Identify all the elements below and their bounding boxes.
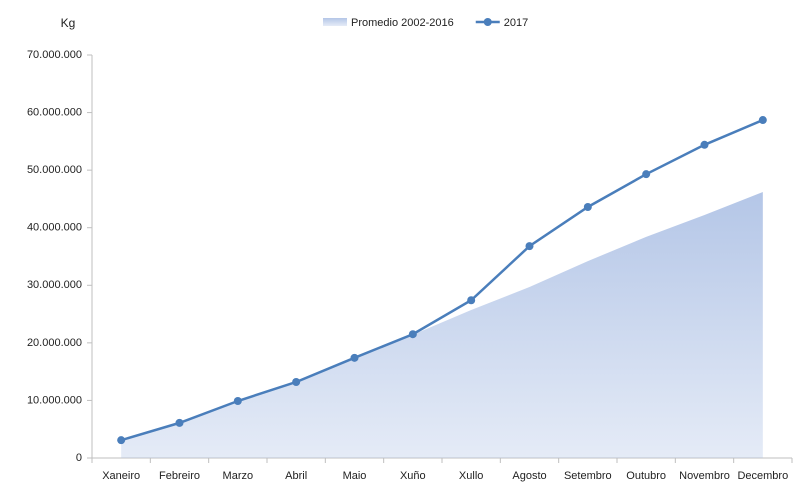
marker [175, 418, 184, 427]
y-axis-label: Kg [61, 16, 76, 30]
x-tick-label: Abril [285, 470, 307, 482]
x-tick-label: Xullo [459, 470, 483, 482]
marker [408, 330, 417, 339]
marker [700, 140, 709, 149]
marker [233, 397, 242, 406]
y-tick-label: 40.000.000 [27, 222, 82, 234]
marker [758, 116, 767, 125]
y-tick-label: 50.000.000 [27, 164, 82, 176]
y-tick-label: 10.000.000 [27, 394, 82, 406]
x-tick-label: Xaneiro [102, 470, 140, 482]
y-tick-label: 30.000.000 [27, 279, 82, 291]
y-tick-label: 70.000.000 [27, 49, 82, 61]
x-tick-label: Febreiro [159, 470, 200, 482]
line [120, 118, 764, 442]
x-tick-label: Decembro [737, 470, 788, 482]
marker [583, 202, 592, 211]
marker [117, 436, 126, 445]
x-tick-label: Setembro [564, 470, 612, 482]
y-tick-label: 60.000.000 [27, 106, 82, 118]
x-tick-label: Outubro [626, 470, 666, 482]
x-tick-label: Maio [343, 470, 367, 482]
marker [467, 296, 476, 305]
marker [525, 242, 534, 251]
y-tick-label: 20.000.000 [27, 337, 82, 349]
y-tick-label: 0 [76, 452, 82, 464]
marker [642, 170, 651, 179]
x-tick-label: Novembro [679, 470, 730, 482]
area [121, 192, 763, 458]
x-tick-label: Agosto [512, 470, 546, 482]
x-tick-label: Marzo [223, 470, 254, 482]
legend-swatch [323, 18, 347, 26]
legend-label: 2017 [504, 17, 528, 29]
legend-swatch [483, 18, 492, 26]
x-tick-label: Xuño [400, 470, 426, 482]
legend-label: Promedio 2002-2016 [351, 17, 454, 29]
marker [292, 378, 301, 387]
marker [350, 353, 359, 362]
